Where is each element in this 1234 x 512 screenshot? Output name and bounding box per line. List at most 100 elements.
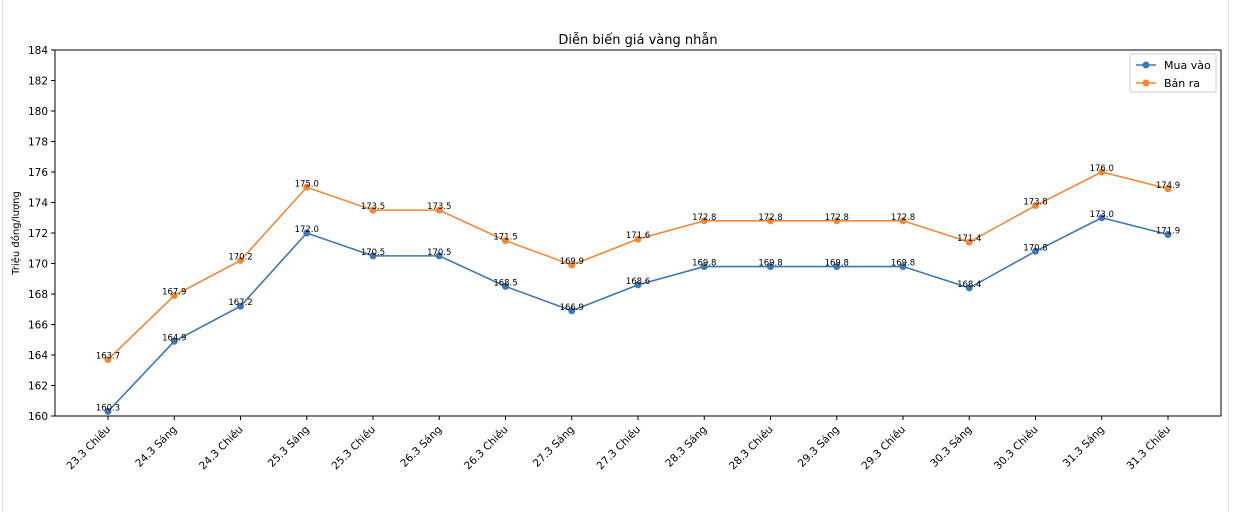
data-label-ban-ra: 167.9 xyxy=(162,288,186,298)
data-point-ban-ra xyxy=(1164,185,1172,193)
y-tick-label: 180 xyxy=(28,106,48,118)
data-point-mua-vao xyxy=(369,252,377,260)
data-label-mua-vao: 173.0 xyxy=(1090,210,1114,220)
x-tick-label: 31.3 Sáng xyxy=(1061,424,1107,470)
legend-label-mua-vao: Mua vào xyxy=(1164,59,1211,72)
data-point-ban-ra xyxy=(634,235,642,243)
x-tick-label: 23.3 Chiều xyxy=(65,424,114,473)
data-point-ban-ra xyxy=(568,261,576,269)
data-label-ban-ra: 174.9 xyxy=(1156,181,1180,191)
data-point-mua-vao xyxy=(1032,247,1039,255)
y-tick-label: 182 xyxy=(28,76,48,88)
x-tick-label: 24.3 Sáng xyxy=(133,424,179,470)
y-tick-label: 178 xyxy=(28,137,48,149)
data-label-mua-vao: 169.8 xyxy=(758,259,782,269)
x-tick-label: 29.3 Chiều xyxy=(860,424,909,473)
data-point-mua-vao xyxy=(568,307,576,315)
data-label-mua-vao: 170.5 xyxy=(361,248,385,258)
data-label-ban-ra: 171.6 xyxy=(626,231,650,241)
data-label-mua-vao: 170.5 xyxy=(427,248,451,258)
data-point-ban-ra xyxy=(369,206,377,214)
data-label-ban-ra: 175.0 xyxy=(295,179,319,189)
data-point-mua-vao xyxy=(502,282,509,290)
data-point-ban-ra xyxy=(1032,202,1039,210)
data-label-mua-vao: 160.3 xyxy=(96,403,120,413)
data-label-ban-ra: 171.5 xyxy=(493,233,517,243)
data-label-ban-ra: 173.5 xyxy=(361,202,385,212)
y-tick-label: 172 xyxy=(28,228,48,240)
data-point-mua-vao xyxy=(104,407,112,415)
data-label-ban-ra: 170.2 xyxy=(228,252,252,262)
data-point-ban-ra xyxy=(303,183,311,191)
data-label-mua-vao: 167.2 xyxy=(228,298,252,308)
legend-marker-ban-ra xyxy=(1142,79,1150,87)
plot-area-frame xyxy=(54,49,1222,417)
data-label-ban-ra: 173.5 xyxy=(427,202,451,212)
data-label-mua-vao: 172.0 xyxy=(295,225,319,235)
y-tick-label: 170 xyxy=(28,259,48,271)
data-label-ban-ra: 169.9 xyxy=(560,257,584,267)
data-point-mua-vao xyxy=(767,263,774,271)
data-label-mua-vao: 169.8 xyxy=(825,259,849,269)
data-label-ban-ra: 163.7 xyxy=(96,352,120,362)
chart-title: Diễn biến giá vàng nhẫn xyxy=(558,33,717,48)
data-point-ban-ra xyxy=(899,217,907,225)
data-label-mua-vao: 169.8 xyxy=(692,259,716,269)
x-tick-label: 25.3 Chiều xyxy=(330,424,379,473)
data-label-ban-ra: 172.8 xyxy=(692,213,716,223)
data-label-mua-vao: 168.5 xyxy=(493,278,517,288)
y-tick-label: 176 xyxy=(28,167,48,179)
data-label-ban-ra: 172.8 xyxy=(758,213,782,223)
data-point-mua-vao xyxy=(237,302,244,310)
y-tick-label: 184 xyxy=(28,45,48,57)
data-point-ban-ra xyxy=(767,217,774,225)
legend-label-ban-ra: Bán ra xyxy=(1164,77,1200,90)
data-label-mua-vao: 169.8 xyxy=(891,259,915,269)
x-tick-label: 31.3 Chiều xyxy=(1125,424,1174,473)
data-point-mua-vao xyxy=(1164,231,1172,239)
x-tick-label: 28.3 Sáng xyxy=(663,424,709,470)
data-label-ban-ra: 176.0 xyxy=(1090,164,1114,174)
data-point-mua-vao xyxy=(303,229,311,237)
data-point-ban-ra xyxy=(700,217,708,225)
data-point-mua-vao xyxy=(170,337,178,345)
x-tick-label: 24.3 Chiều xyxy=(197,424,246,473)
data-label-mua-vao: 166.9 xyxy=(560,303,584,313)
data-label-mua-vao: 171.9 xyxy=(1156,227,1180,237)
data-point-ban-ra xyxy=(435,206,443,214)
x-tick-label: 26.3 Chiều xyxy=(462,424,511,473)
y-tick-label: 174 xyxy=(28,198,48,210)
data-point-mua-vao xyxy=(700,263,708,271)
legend-marker-mua-vao xyxy=(1142,61,1150,69)
data-point-ban-ra xyxy=(833,217,841,225)
x-tick-label: 27.3 Sáng xyxy=(531,424,577,470)
x-tick-label: 28.3 Chiều xyxy=(727,424,776,473)
data-point-mua-vao xyxy=(833,263,841,271)
y-tick-label: 162 xyxy=(28,381,48,393)
y-tick-label: 168 xyxy=(28,289,48,301)
data-point-mua-vao xyxy=(899,263,907,271)
data-label-mua-vao: 164.9 xyxy=(162,333,186,343)
x-tick-label: 29.3 Sáng xyxy=(796,424,842,470)
x-tick-label: 26.3 Sáng xyxy=(398,424,444,470)
data-point-ban-ra xyxy=(170,292,178,300)
y-tick-label: 160 xyxy=(28,411,48,423)
data-point-ban-ra xyxy=(965,238,973,246)
data-point-mua-vao xyxy=(1098,214,1106,222)
data-label-ban-ra: 171.4 xyxy=(957,234,981,244)
data-label-mua-vao: 168.4 xyxy=(957,280,981,290)
y-tick-label: 166 xyxy=(28,320,48,332)
y-tick-label: 164 xyxy=(28,350,48,362)
x-tick-label: 25.3 Sáng xyxy=(266,424,312,470)
x-tick-label: 30.3 Chiều xyxy=(992,424,1041,473)
series-line-mua-vao xyxy=(107,216,1169,412)
data-label-mua-vao: 168.6 xyxy=(626,277,650,287)
data-point-mua-vao xyxy=(435,252,443,260)
y-axis-label: Triệu đồng/lượng xyxy=(10,191,22,276)
data-point-ban-ra xyxy=(1098,168,1106,176)
x-tick-label: 30.3 Sáng xyxy=(928,424,974,470)
data-point-ban-ra xyxy=(237,256,244,264)
data-label-mua-vao: 170.8 xyxy=(1023,243,1047,253)
